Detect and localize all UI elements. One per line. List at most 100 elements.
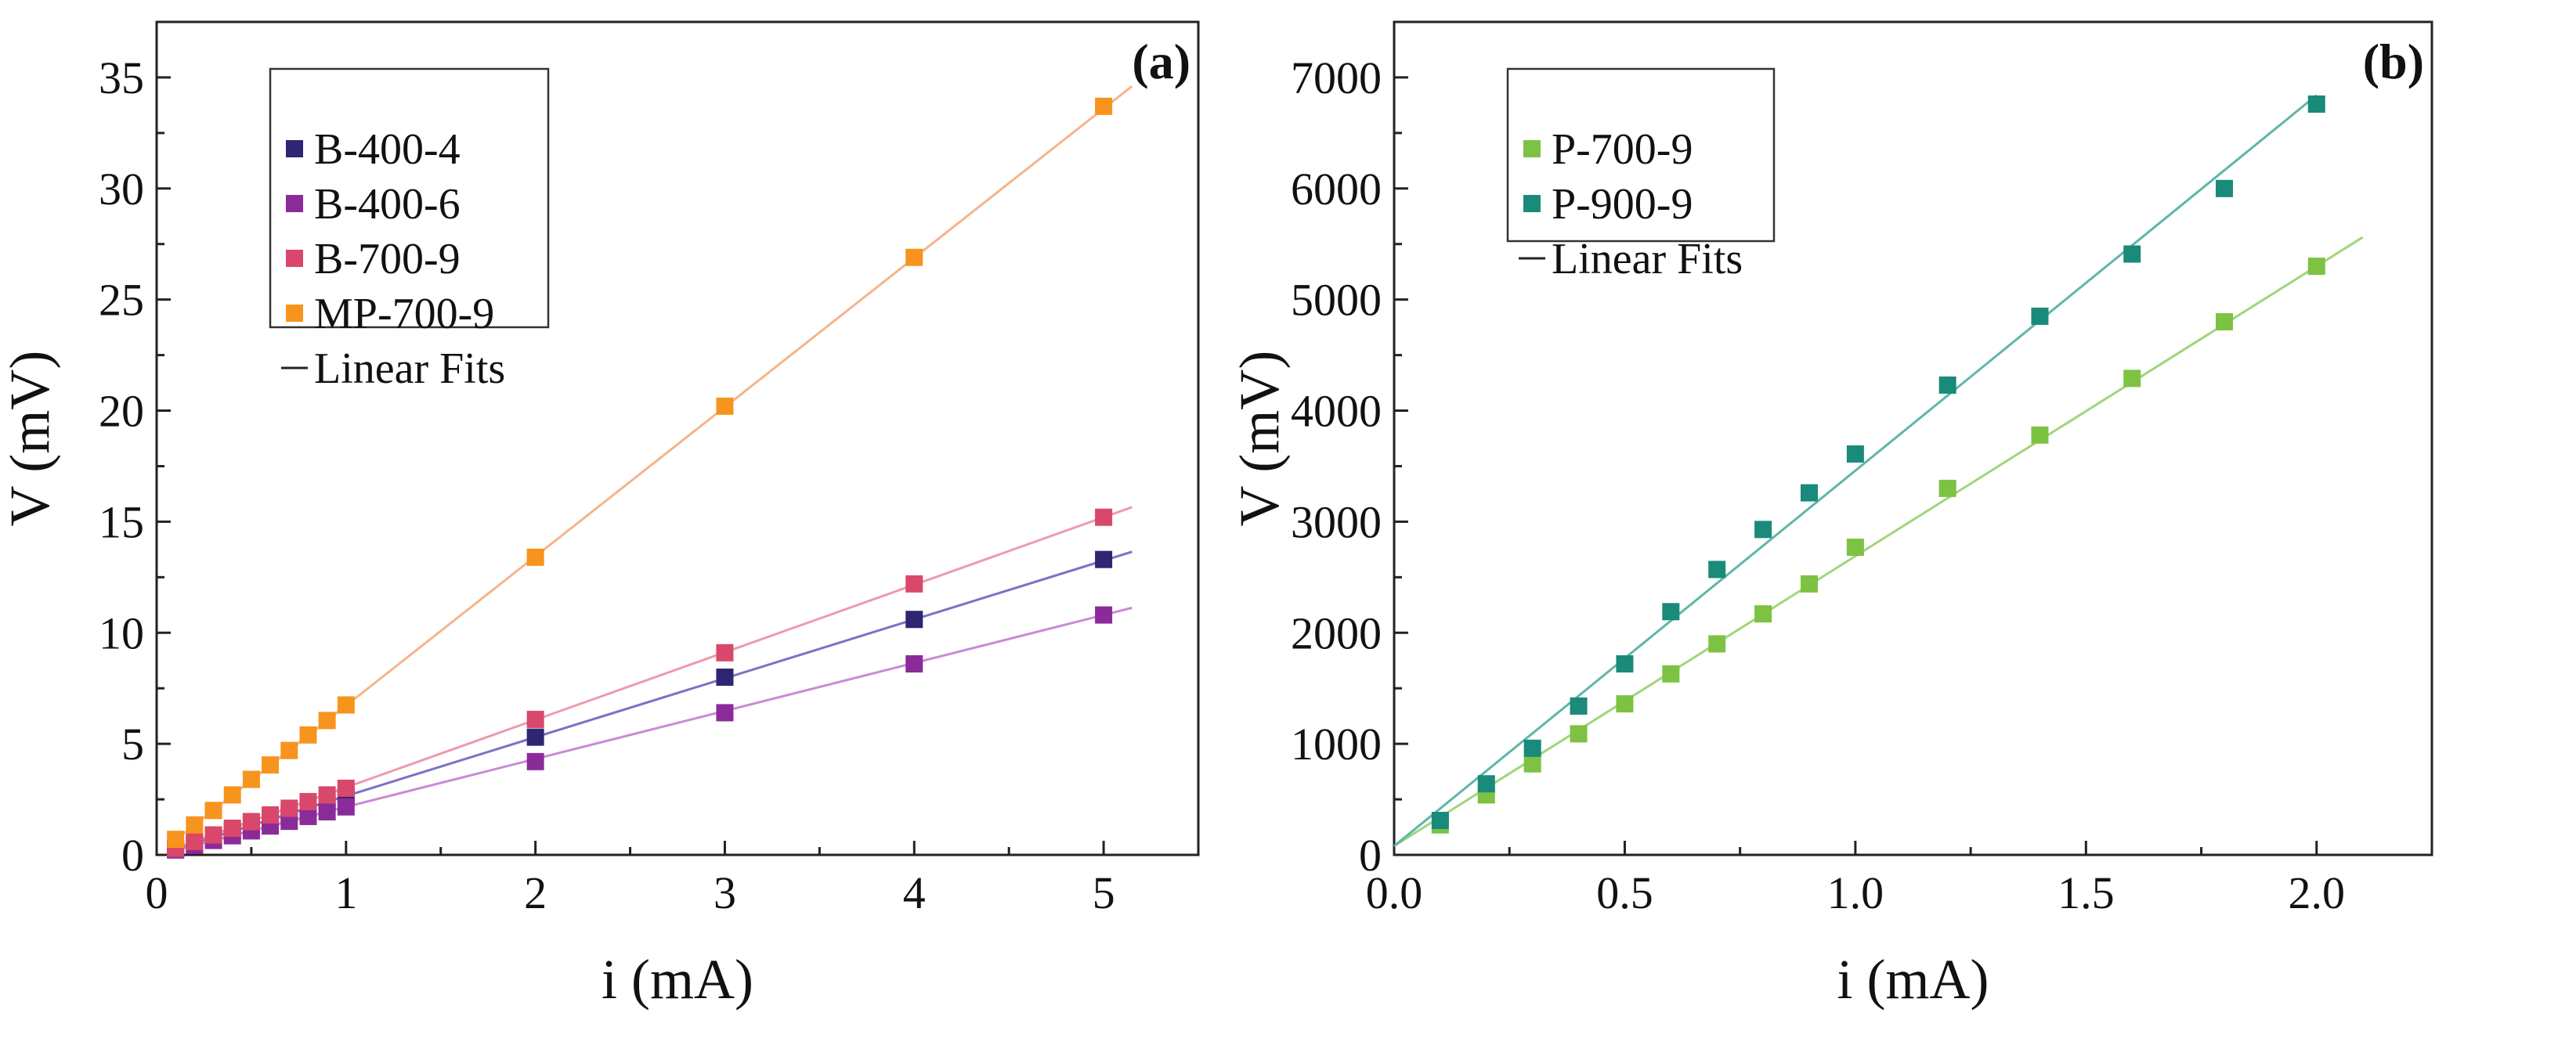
data-point: [2216, 313, 2233, 331]
y-tick-label: 2000: [1291, 608, 1382, 658]
y-axis-title-a: V (mV): [0, 351, 61, 527]
y-tick-label: 3000: [1291, 496, 1382, 547]
data-point: [186, 816, 204, 834]
data-point: [1938, 479, 1956, 497]
data-point: [1801, 575, 1818, 593]
data-point: [1523, 739, 1541, 757]
x-tick-label: 3: [714, 867, 736, 918]
legend-label: B-400-4: [314, 125, 461, 174]
legend-label: Linear Fits: [1552, 235, 1743, 283]
data-point: [167, 831, 185, 849]
data-point: [1708, 635, 1726, 653]
y-tick-label: 15: [99, 496, 144, 547]
data-point: [2031, 307, 2049, 325]
data-point: [716, 704, 734, 722]
data-point: [280, 813, 298, 831]
data-point: [262, 806, 280, 824]
plot-frame-b: [1393, 20, 2433, 856]
data-point: [318, 712, 336, 730]
x-tick-label: 0.5: [1596, 867, 1653, 918]
legend-marker: [286, 140, 303, 157]
data-point: [905, 611, 923, 629]
x-tick-label: 0: [146, 867, 168, 918]
axes-a: 0 1 2 3 4 5 0 5 10 15 20 25 30 35: [99, 52, 1115, 918]
data-point: [1846, 445, 1864, 463]
y-tick-label: 0: [121, 830, 144, 881]
legend-a: B-400-4 B-400-6 B-700-9 MP-700-9 Linear Fits: [269, 67, 550, 393]
y-tick-label: 1000: [1291, 719, 1382, 770]
data-point: [318, 802, 336, 820]
fit-line: [1393, 94, 2318, 847]
data-point: [2216, 179, 2233, 197]
data-point: [299, 807, 317, 825]
y-tick-label: 5000: [1291, 275, 1382, 326]
data-point: [1095, 508, 1113, 526]
data-point: [2307, 95, 2325, 113]
legend-marker: [286, 250, 303, 267]
data-point: [1570, 697, 1588, 715]
data-point: [2031, 426, 2049, 444]
x-tick-label: 5: [1093, 867, 1115, 918]
data-point: [1570, 725, 1588, 743]
y-tick-label: 25: [99, 275, 144, 326]
legend-label: P-900-9: [1552, 180, 1693, 229]
data-point: [1431, 812, 1449, 830]
legend-label: P-700-9: [1552, 125, 1693, 174]
data-point: [280, 741, 298, 759]
y-tick-label: 35: [99, 52, 144, 103]
legend-label: MP-700-9: [314, 290, 494, 338]
x-tick-label: 1.0: [1827, 867, 1884, 918]
y-tick-label: 5: [121, 719, 144, 770]
x-tick-label: 0.0: [1366, 867, 1423, 918]
y-axis-title-b: V (mV): [1228, 351, 1291, 527]
panel-label-b: (b): [2363, 34, 2424, 89]
chart-panel-b: 0.0 0.5 1.0 1.5 2.0 0 1000 2000 3000 4000 5000 6000…: [1228, 20, 2433, 1011]
data-point: [204, 826, 222, 844]
data-point: [1477, 775, 1495, 793]
data-point: [1662, 603, 1680, 621]
legend-marker: [286, 195, 303, 212]
x-axis-title-b: i (mA): [1837, 948, 1989, 1011]
data-point: [1846, 539, 1864, 557]
data-point: [242, 770, 260, 788]
fit-line: [1393, 236, 2364, 847]
data-point: [1095, 550, 1113, 568]
y-tick-label: 4000: [1291, 386, 1382, 437]
data-point: [299, 792, 317, 810]
data-point: [526, 728, 544, 746]
data-point: [262, 756, 280, 774]
legend-marker: [1523, 140, 1541, 157]
data-point: [280, 799, 298, 817]
data-point: [299, 726, 317, 744]
data-point: [242, 813, 260, 831]
data-point: [223, 786, 241, 804]
data-points-a: [167, 97, 1113, 859]
x-tick-label: 2: [524, 867, 547, 918]
y-tick-label: 20: [99, 386, 144, 437]
y-tick-label: 0: [1359, 830, 1382, 881]
data-point: [1662, 665, 1680, 683]
data-point: [1616, 654, 1634, 672]
chart-panel-a: 0 1 2 3 4 5 0 5 10 15 20 25 30 35 V (mV) i (mA) (a) B…: [0, 20, 1200, 1011]
legend-box: [269, 67, 550, 329]
data-point: [223, 819, 241, 837]
legend-marker: [1523, 195, 1541, 212]
data-point: [337, 798, 355, 816]
data-point: [1095, 606, 1113, 624]
y-tick-label: 6000: [1291, 164, 1382, 215]
x-tick-label: 4: [903, 867, 926, 918]
data-point: [905, 654, 923, 672]
data-point: [2123, 245, 2141, 263]
data-point: [716, 397, 734, 415]
data-point: [1754, 521, 1772, 539]
data-point: [204, 802, 222, 820]
data-point: [1523, 755, 1541, 773]
axes-b: 0.0 0.5 1.0 1.5 2.0 0 1000 2000 3000 4000 5000 6000…: [1291, 52, 2345, 918]
y-tick-label: 10: [99, 608, 144, 658]
data-point: [1616, 695, 1634, 713]
data-point: [716, 669, 734, 687]
y-tick-label: 7000: [1291, 52, 1382, 103]
data-point: [2123, 370, 2141, 388]
data-point: [1708, 561, 1726, 579]
